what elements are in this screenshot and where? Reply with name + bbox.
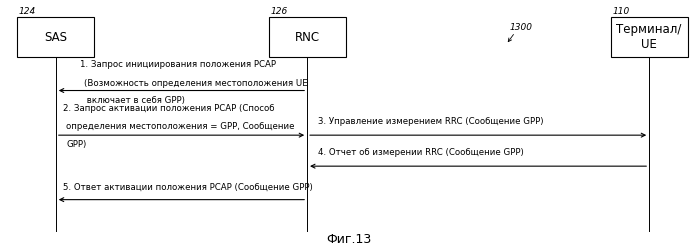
Bar (611, 17, 688, 57)
Text: 3. Управление измерением RRC (Сообщение GPP): 3. Управление измерением RRC (Сообщение … (318, 118, 543, 126)
Text: 1. Запрос инициирования положения PCAP: 1. Запрос инициирования положения PCAP (80, 61, 276, 69)
Text: (Возможность определения местоположения UE: (Возможность определения местоположения … (84, 79, 308, 88)
Text: SAS: SAS (45, 31, 67, 44)
Text: 4. Отчет об измерении RRC (Сообщение GPP): 4. Отчет об измерении RRC (Сообщение GPP… (318, 149, 524, 157)
Text: Фиг.13: Фиг.13 (327, 233, 371, 246)
Text: 126: 126 (270, 7, 288, 16)
Text: 124: 124 (19, 7, 36, 16)
Text: GPP): GPP) (66, 140, 87, 149)
Text: 110: 110 (612, 7, 630, 16)
Bar (17, 17, 94, 57)
Text: определения местоположения = GPP, Сообщение: определения местоположения = GPP, Сообще… (66, 123, 295, 131)
Text: 2. Запрос активации положения PCAP (Способ: 2. Запрос активации положения PCAP (Спос… (63, 104, 274, 113)
Text: 1300: 1300 (510, 23, 533, 32)
Text: RNC: RNC (295, 31, 320, 44)
Text: 5. Ответ активации положения PCAP (Сообщение GPP): 5. Ответ активации положения PCAP (Сообщ… (63, 183, 313, 191)
Text: включает в себя GPP): включает в себя GPP) (84, 96, 185, 105)
Bar (269, 17, 346, 57)
Text: Терминал/
UE: Терминал/ UE (616, 23, 682, 51)
